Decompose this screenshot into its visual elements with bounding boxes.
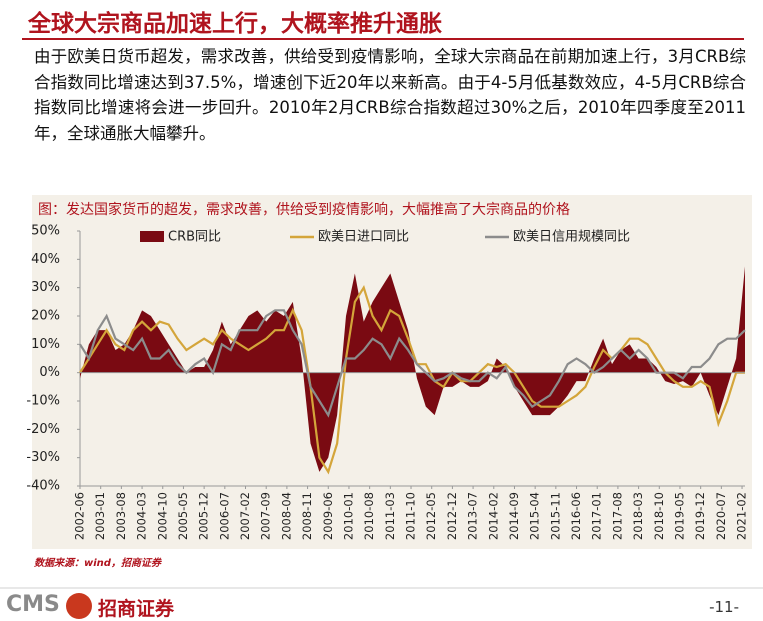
source: 数据来源：wind，招商证券 [34,557,162,569]
x-tick-label: 2015-04 [528,492,542,540]
logo-text: CMS [6,592,60,617]
x-tick-label: 2003-01 [93,492,107,540]
y-tick-label: -40% [26,479,60,494]
x-tick-label: 2014-02 [486,492,500,540]
x-tick-label: 2015-11 [548,492,562,540]
x-tick-label: 2016-06 [569,492,583,540]
x-tick-label: 2010-08 [362,492,376,540]
x-tick-label: 2008-04 [279,492,293,540]
line [79,285,745,475]
line [79,309,746,418]
legend-label: 欧美日进口同比 [318,230,409,245]
title-rule [22,38,744,40]
y-tick-label: 0% [39,365,60,380]
x-tick-label: 2013-07 [466,492,480,540]
chart-title: 图：发达国家货币的超发，需求改善，供给受到疫情影响，大幅推高了大宗商品的价格 [38,201,570,218]
x-tick-label: 2009-06 [321,492,335,540]
x-tick-label: 2007-09 [259,492,273,540]
x-tick-label: 2021-02 [735,492,749,540]
y-tick-label: 40% [31,252,60,267]
x-tick-label: 2007-02 [238,492,252,540]
company-name: 招商证券 [98,598,175,620]
page-number: -11- [709,598,739,616]
slide-title: 全球大宗商品加速上行，大概率推升通胀 [28,11,442,37]
legend-label: CRB同比 [168,230,221,245]
legend-label: 欧美日信用规模同比 [513,230,630,245]
y-tick-label: -10% [26,394,60,409]
x-tick-label: 2004-03 [135,492,149,540]
x-tick-label: 2010-01 [341,492,355,540]
x-tick-label: 2014-09 [507,492,521,540]
x-tick-label: 2020-07 [714,492,728,540]
x-tick-label: 2003-08 [114,492,128,540]
y-tick-label: 30% [31,280,60,295]
y-tick-label: 20% [31,309,60,324]
x-tick-label: 2005-05 [176,492,190,540]
x-tick-label: 2004-10 [155,492,169,540]
y-tick-label: -20% [26,422,60,437]
legend-swatch [140,231,164,242]
area [80,266,745,472]
x-tick-label: 2012-12 [445,492,459,540]
x-tick-label: 2018-10 [652,492,666,540]
x-tick-label: 2017-01 [590,492,604,540]
logo-icon [66,593,92,619]
x-tick-label: 2017-08 [610,492,624,540]
x-tick-label: 2005-12 [197,492,211,540]
body-text: 由于欧美日货币超发，需求改善，供给受到疫情影响，全球大宗商品在前期加速上行，3月… [34,47,746,143]
x-tick-label: 2011-03 [383,492,397,540]
x-tick-label: 2011-10 [404,492,418,540]
x-tick-label: 2006-07 [217,492,231,540]
x-tick-label: 2012-05 [424,492,438,540]
x-tick-label: 2019-05 [672,492,686,540]
x-tick-label: 2002-06 [73,492,87,540]
x-tick-label: 2019-12 [693,492,707,540]
y-tick-label: 10% [31,337,60,352]
y-tick-label: -30% [26,450,60,465]
y-tick-label: 50% [31,224,60,239]
x-tick-label: 2008-11 [300,492,314,540]
x-tick-label: 2018-03 [631,492,645,540]
